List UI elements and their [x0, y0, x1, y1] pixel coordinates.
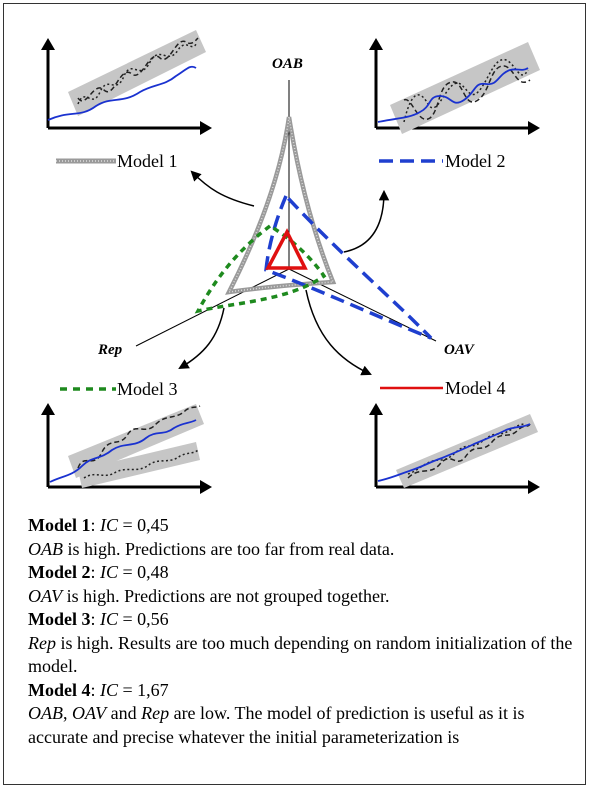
note-model3-desc: Rep is high. Results are too much depend…	[28, 632, 584, 679]
radar-diagram: Model 1 Model 2 Model 3 Model 4 OAB OAV …	[41, 30, 540, 494]
desc-text: is high. Predictions are too far from re…	[63, 538, 395, 559]
note-model4-desc: OAB, OAV and Rep are low. The model of p…	[28, 702, 584, 749]
prediction-dashed	[403, 65, 531, 121]
arrow-model2	[343, 189, 390, 253]
axis-label-rep: Rep	[97, 342, 123, 358]
model-name: Model 3	[28, 609, 91, 629]
mini-chart-axes	[41, 38, 212, 135]
ic-value: 0,45	[137, 515, 169, 535]
mini-chart-model2	[369, 38, 540, 135]
ic-label: IC	[100, 562, 119, 582]
prediction-dashed	[77, 405, 201, 469]
real-data-line	[377, 67, 529, 123]
note-model2-title: Model 2: IC = 0,48	[28, 562, 169, 582]
ic-value: 0,56	[137, 609, 169, 629]
desc-text: is high. Results are too much depending …	[28, 632, 573, 677]
model2-polygon	[264, 192, 433, 340]
desc-text: are low. The model of prediction is usef…	[28, 703, 525, 747]
arrow-model4	[305, 289, 372, 376]
separator: and	[106, 703, 142, 723]
prediction-band	[396, 414, 538, 488]
prediction-band-upper	[68, 404, 204, 478]
mini-chart-model1	[41, 30, 212, 135]
legend-label-model1: Model 1	[117, 151, 178, 171]
prediction-band	[68, 30, 206, 116]
legend-label-model3: Model 3	[117, 379, 178, 399]
arrow-model3	[178, 307, 225, 370]
model4-polygon	[265, 228, 308, 270]
real-data-line	[49, 419, 197, 483]
ic-value: 1,67	[137, 679, 169, 700]
axis-label-oab: OAB	[272, 56, 303, 72]
mini-chart-model3	[41, 403, 212, 494]
desc-variable: Rep	[141, 703, 170, 723]
model1-polygon	[225, 116, 337, 295]
prediction-dotted	[83, 449, 199, 479]
prediction-band	[390, 42, 540, 134]
legend-label-model4: Model 4	[445, 378, 506, 398]
desc-variable: OAV	[28, 585, 63, 606]
note-model1-desc: OAB is high. Predictions are too far fro…	[28, 538, 584, 562]
prediction-dotted	[77, 43, 197, 105]
axis-rep	[135, 268, 290, 347]
real-data-line	[47, 65, 197, 121]
note-model2-desc: OAV is high. Predictions are not grouped…	[28, 585, 584, 609]
prediction-band-lower	[78, 442, 200, 488]
model3-polygon	[194, 223, 327, 314]
note-model4-title: Model 4: IC = 1,67	[28, 679, 169, 700]
equals-sign: =	[118, 515, 138, 535]
mini-chart-axes	[369, 403, 540, 494]
prediction-dotted	[403, 59, 529, 123]
ic-label: IC	[100, 515, 119, 535]
mini-chart-model4	[369, 403, 540, 494]
arrow-model1	[190, 170, 255, 207]
legend-label-model2: Model 2	[445, 151, 506, 171]
desc-variable: Rep	[28, 632, 56, 653]
axis-label-oav: OAV	[444, 342, 476, 358]
desc-variable: OAV	[72, 703, 107, 723]
equals-sign: =	[118, 609, 138, 629]
note-model3-title: Model 3: IC = 0,56	[28, 609, 169, 629]
ic-value: 0,48	[137, 562, 169, 582]
model-name: Model 4	[28, 679, 91, 700]
model-notes: Model 1: IC = 0,45 OAB is high. Predicti…	[28, 514, 584, 749]
real-data-line	[377, 423, 531, 482]
desc-text: is high. Predictions are not grouped tog…	[62, 585, 390, 606]
model-name: Model 2	[28, 562, 91, 582]
model-name: Model 1	[28, 515, 91, 535]
equals-sign: =	[118, 562, 138, 582]
mini-chart-axes	[41, 403, 212, 494]
ic-label: IC	[100, 679, 119, 700]
ic-label: IC	[100, 609, 119, 629]
figure-frame	[3, 3, 586, 785]
desc-variable: OAB	[28, 538, 63, 559]
separator: ,	[63, 703, 72, 723]
equals-sign: =	[118, 679, 138, 700]
prediction-dashed	[407, 423, 531, 479]
desc-variable: OAB	[28, 703, 63, 723]
note-model1-title: Model 1: IC = 0,45	[28, 515, 169, 535]
